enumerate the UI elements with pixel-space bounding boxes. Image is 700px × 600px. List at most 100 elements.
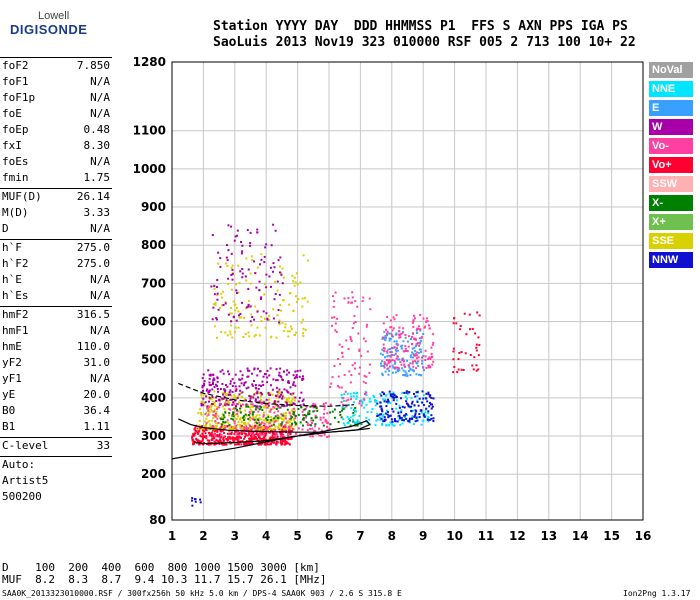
data-point (340, 416, 343, 419)
data-point (380, 417, 383, 420)
data-point (357, 421, 360, 424)
data-point (412, 314, 415, 317)
data-point (413, 415, 416, 418)
data-point (405, 391, 408, 394)
data-point (274, 292, 277, 295)
data-point (334, 329, 337, 332)
data-point (419, 409, 422, 412)
param-name: MUF(D) (2, 190, 42, 203)
param-value: 1.75 (83, 171, 111, 184)
data-point (381, 348, 384, 351)
data-point (282, 434, 285, 437)
data-point (294, 423, 297, 426)
data-point (393, 424, 396, 427)
data-point (281, 404, 284, 407)
data-point (384, 412, 387, 415)
data-point (273, 441, 276, 444)
data-point (261, 380, 264, 383)
data-point (275, 408, 278, 411)
data-point (238, 314, 241, 317)
data-point (415, 344, 418, 347)
data-point (399, 336, 402, 339)
data-point (417, 365, 420, 368)
param-value: 26.14 (76, 190, 110, 203)
data-point (349, 338, 352, 341)
data-point (193, 433, 196, 436)
data-point (310, 417, 313, 420)
y-tick-label: 300 (141, 429, 166, 443)
data-point (332, 295, 335, 298)
data-point (409, 337, 412, 340)
data-point (297, 427, 300, 430)
param-separator (0, 188, 112, 189)
data-point (281, 267, 284, 270)
data-point (229, 428, 232, 431)
data-point (228, 436, 231, 439)
data-point (248, 441, 251, 444)
data-point (283, 370, 286, 373)
data-point (237, 420, 240, 423)
data-point (420, 351, 423, 354)
data-point (249, 443, 252, 446)
data-point (221, 423, 224, 426)
data-point (383, 361, 386, 364)
data-point (360, 354, 363, 357)
data-point (314, 416, 317, 419)
data-point (354, 421, 357, 424)
data-point (336, 317, 339, 320)
data-point (234, 309, 237, 312)
data-point (254, 392, 257, 395)
data-point (280, 432, 283, 435)
data-point (397, 410, 400, 413)
data-point (383, 347, 386, 350)
data-point (358, 348, 361, 351)
data-point (366, 411, 369, 414)
data-point (246, 443, 249, 446)
data-point (300, 406, 303, 409)
param-value: 275.0 (76, 257, 110, 270)
data-point (221, 290, 224, 293)
data-point (379, 352, 382, 355)
data-point (356, 419, 359, 422)
data-point (262, 414, 265, 417)
data-point (366, 323, 369, 326)
data-point (199, 501, 202, 504)
data-point (190, 499, 193, 502)
data-point (200, 402, 203, 405)
data-point (213, 385, 216, 388)
data-point (222, 393, 225, 396)
data-point (410, 405, 413, 408)
data-point (240, 424, 243, 427)
data-point (276, 441, 279, 444)
data-point (316, 409, 319, 412)
data-point (266, 318, 269, 321)
data-point (285, 442, 288, 445)
data-point (238, 432, 241, 435)
data-point (223, 431, 226, 434)
data-point (226, 265, 229, 268)
data-point (253, 421, 256, 424)
data-point (289, 292, 292, 295)
data-point (324, 402, 327, 405)
data-point (216, 407, 219, 410)
data-point (412, 409, 415, 412)
data-point (191, 434, 194, 437)
data-point (463, 312, 466, 315)
data-point (381, 410, 384, 413)
data-point (282, 276, 285, 279)
data-point (273, 436, 276, 439)
data-point (403, 406, 406, 409)
data-point (240, 382, 243, 385)
data-point (276, 314, 279, 317)
data-point (368, 371, 371, 374)
data-point (312, 410, 315, 413)
data-point (392, 399, 395, 402)
data-point (200, 404, 203, 407)
data-point (328, 427, 331, 430)
y-tick-label: 80 (149, 513, 166, 527)
data-point (208, 400, 211, 403)
y-tick-label: 200 (141, 467, 166, 481)
data-point (409, 356, 412, 359)
data-point (415, 328, 418, 331)
data-point (268, 431, 271, 434)
